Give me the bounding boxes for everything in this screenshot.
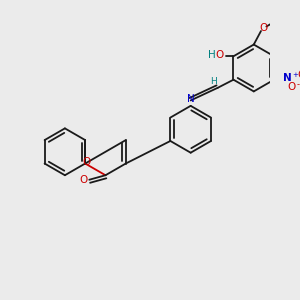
Text: H: H xyxy=(210,77,217,86)
Text: O: O xyxy=(260,23,268,33)
Text: O: O xyxy=(297,70,300,80)
Text: O: O xyxy=(215,50,223,60)
Text: O: O xyxy=(287,82,295,92)
Text: +: + xyxy=(292,72,298,78)
Text: -: - xyxy=(297,80,300,89)
Text: O: O xyxy=(80,175,88,185)
Text: N: N xyxy=(283,73,292,83)
Text: H: H xyxy=(208,50,216,60)
Text: N: N xyxy=(187,94,194,104)
Text: O: O xyxy=(83,157,91,167)
